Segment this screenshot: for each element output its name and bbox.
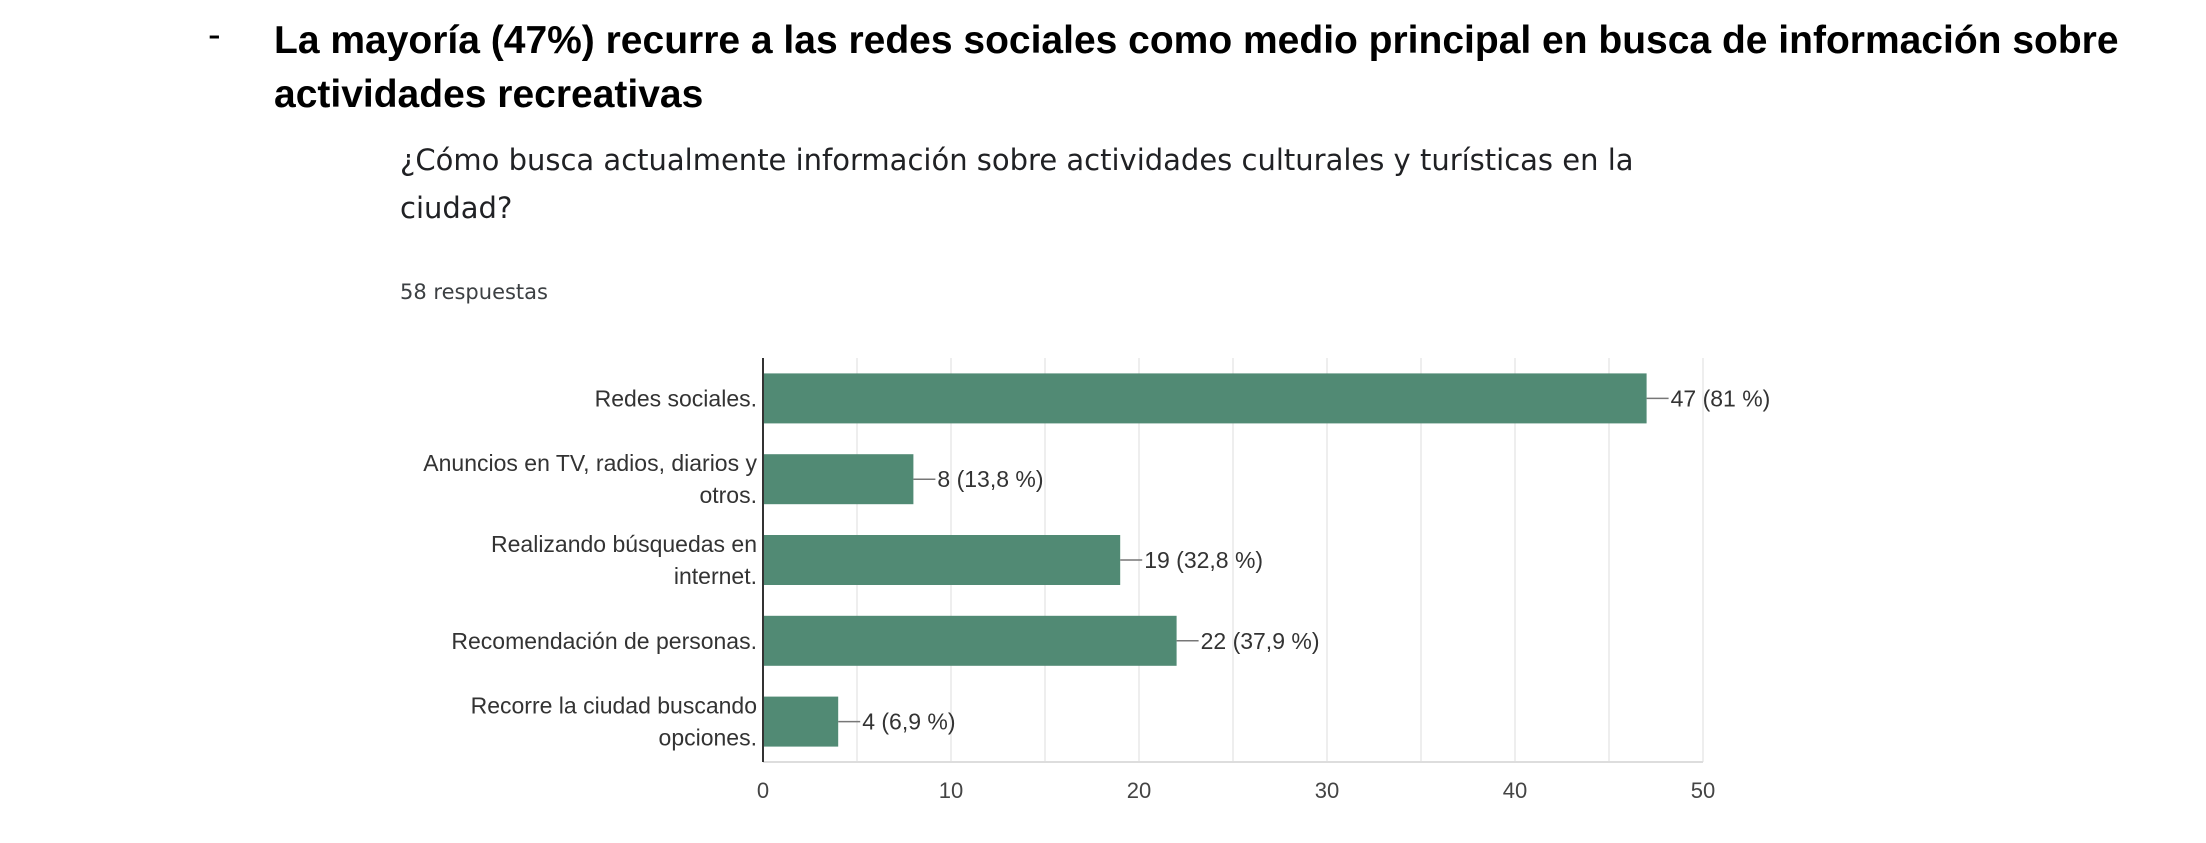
bar[interactable] bbox=[763, 535, 1121, 585]
bar[interactable] bbox=[763, 454, 914, 505]
data-label: 4 (6,9 %) bbox=[862, 709, 955, 735]
category-label: internet. bbox=[674, 563, 757, 589]
x-tick-label: 0 bbox=[757, 778, 769, 803]
responses-count: 58 respuestas bbox=[400, 280, 548, 304]
x-tick-label: 10 bbox=[939, 778, 963, 803]
category-label: opciones. bbox=[659, 725, 757, 751]
bullet-marker: - bbox=[208, 14, 221, 56]
data-label: 22 (37,9 %) bbox=[1201, 628, 1320, 654]
x-tick-label: 50 bbox=[1691, 778, 1715, 803]
data-label: 47 (81 %) bbox=[1671, 385, 1771, 411]
bar[interactable] bbox=[763, 373, 1647, 424]
category-label: Realizando búsquedas en bbox=[491, 531, 757, 557]
bar[interactable] bbox=[763, 615, 1177, 666]
data-label: 19 (32,8 %) bbox=[1144, 547, 1263, 573]
bar[interactable] bbox=[763, 696, 839, 747]
question-title: ¿Cómo busca actualmente información sobr… bbox=[400, 143, 1634, 225]
data-label: 8 (13,8 %) bbox=[937, 466, 1043, 492]
category-label: Redes sociales. bbox=[595, 385, 757, 411]
category-label: Anuncios en TV, radios, diarios y bbox=[423, 450, 757, 476]
x-tick-label: 20 bbox=[1127, 778, 1151, 803]
headline-text: La mayoría (47%) recurre a las redes soc… bbox=[274, 19, 2119, 116]
category-label: otros. bbox=[699, 482, 757, 508]
category-label: Recomendación de personas. bbox=[451, 628, 757, 654]
x-tick-label: 40 bbox=[1503, 778, 1527, 803]
category-label: Recorre la ciudad buscando bbox=[471, 693, 757, 719]
x-tick-label: 30 bbox=[1315, 778, 1339, 803]
